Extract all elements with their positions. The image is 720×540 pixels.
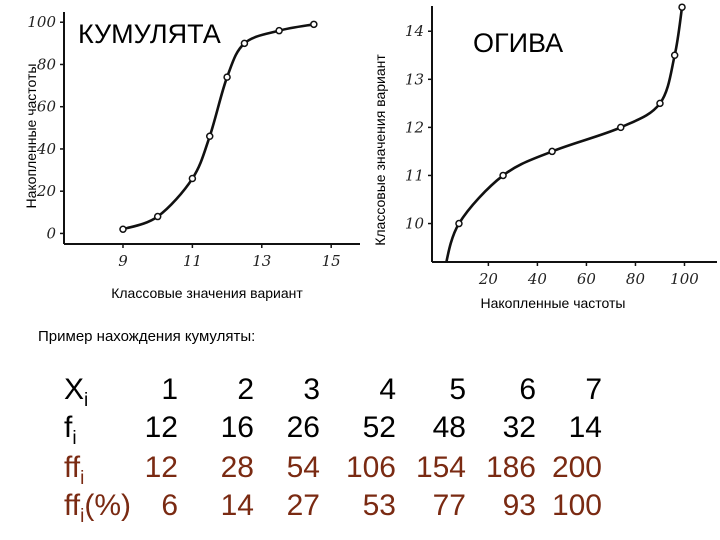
table-cell: 3 xyxy=(303,373,320,406)
row-label: ffi(%) xyxy=(64,489,131,534)
chart-title: ОГИВА xyxy=(473,28,563,58)
y-tick-label: 40 xyxy=(36,140,57,158)
x-tick-label: 9 xyxy=(118,252,128,270)
table-cell: 154 xyxy=(415,451,466,484)
x-tick-label: 13 xyxy=(252,252,271,270)
x-tick-label: 20 xyxy=(478,270,499,288)
table-cell: 6 xyxy=(519,373,536,406)
table-cell: 93 xyxy=(502,489,536,522)
example-table: Xi 1 2 3 4 5 6 7 fi 12 16 26 52 48 32 14 ffi 12 28 54 106 154… xyxy=(0,365,720,535)
ogive-chart: 10 11 12 13 14 20 40 60 80 100 ОГИВА Накопленные ча… xyxy=(372,3,717,311)
table-cell: 186 xyxy=(485,451,536,484)
data-point xyxy=(188,174,197,183)
table-cell: 14 xyxy=(568,411,602,444)
table-cell: 48 xyxy=(432,411,466,444)
series-line xyxy=(445,6,684,262)
table-cell: 12 xyxy=(144,411,178,444)
table-cell: 7 xyxy=(585,373,602,406)
data-point xyxy=(119,225,127,233)
x-axis-label: Накопленные частоты xyxy=(481,295,626,311)
table-cell: 5 xyxy=(449,373,466,406)
data-point xyxy=(499,171,507,180)
row-label-main: X xyxy=(64,373,85,406)
table-cell: 14 xyxy=(220,489,254,522)
data-point xyxy=(656,99,664,108)
row-label-sub: i xyxy=(80,468,85,489)
table-cell: 54 xyxy=(286,451,320,484)
series-line xyxy=(122,23,315,231)
table-cell: 26 xyxy=(286,411,320,444)
table-cell: 12 xyxy=(144,451,178,484)
y-tick-label: 100 xyxy=(27,13,56,31)
y-tick-label: 10 xyxy=(405,215,425,233)
data-point xyxy=(670,51,679,60)
y-tick-label: 14 xyxy=(405,22,424,40)
x-tick-label: 15 xyxy=(322,252,341,270)
y-tick-label: 20 xyxy=(36,182,57,200)
x-tick-label: 11 xyxy=(183,252,202,270)
row-label-main: f xyxy=(64,411,73,444)
chart-title: КУМУЛЯТА xyxy=(78,19,221,49)
y-axis-label: Классовые значения вариант xyxy=(372,54,388,246)
row-label-sub: i xyxy=(80,506,85,527)
y-axis-label: Накопленные частоты xyxy=(23,64,39,209)
table-cell: 77 xyxy=(432,489,466,522)
row-label-suffix: (%) xyxy=(84,489,132,522)
table-cell: 16 xyxy=(220,411,254,444)
x-axis-label: Классовые значения вариант xyxy=(111,285,303,301)
data-point xyxy=(617,123,625,132)
y-tick-label: 11 xyxy=(405,166,424,184)
row-label: Xi xyxy=(64,373,88,418)
table-cell: 52 xyxy=(362,411,396,444)
data-point xyxy=(275,26,283,35)
x-tick-label: 80 xyxy=(626,270,646,288)
table-cell: 28 xyxy=(220,451,254,484)
row-label-sub: i xyxy=(72,428,77,449)
table-cell: 200 xyxy=(551,451,602,484)
table-cell: 53 xyxy=(362,489,396,522)
x-tick-label: 100 xyxy=(670,270,699,288)
table-cell: 2 xyxy=(237,373,254,406)
table-cell: 1 xyxy=(161,373,178,406)
data-point xyxy=(310,20,318,29)
example-title: Пример нахождения кумуляты: xyxy=(38,328,256,345)
table-cell: 106 xyxy=(345,451,396,484)
data-point xyxy=(240,39,249,48)
y-tick-label: 13 xyxy=(405,70,424,88)
row-label-sub: i xyxy=(84,390,89,411)
data-point xyxy=(455,219,463,228)
data-point xyxy=(153,212,162,221)
cumulative-chart: 0 20 40 60 80 100 9 11 13 15 КУМУЛЯТА Классовые зна… xyxy=(23,12,360,301)
data-point xyxy=(205,132,214,141)
y-tick-label: 12 xyxy=(405,118,424,136)
row-label-main: ff xyxy=(64,451,81,484)
x-tick-label: 40 xyxy=(527,270,548,288)
y-tick-label: 60 xyxy=(37,98,57,116)
data-point xyxy=(548,147,556,156)
data-point xyxy=(678,3,686,11)
table-cell: 32 xyxy=(502,411,536,444)
row-label-main: ff xyxy=(64,489,81,522)
table-cell: 27 xyxy=(286,489,320,522)
table-cell: 4 xyxy=(379,373,396,406)
y-tick-label: 0 xyxy=(46,224,56,242)
table-cell: 6 xyxy=(161,489,178,522)
y-tick-label: 80 xyxy=(37,55,57,73)
table-cell: 100 xyxy=(551,489,602,522)
row-label: ffi xyxy=(64,451,84,496)
x-tick-label: 60 xyxy=(577,270,597,288)
row-label: fi xyxy=(64,411,77,456)
data-point xyxy=(223,73,231,81)
